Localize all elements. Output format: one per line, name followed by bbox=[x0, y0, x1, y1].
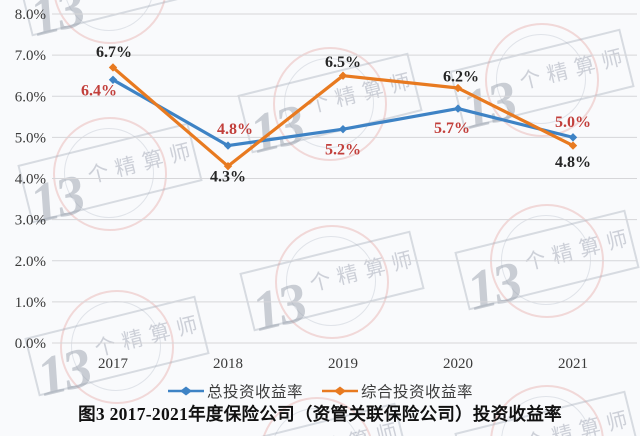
legend-marker-icon bbox=[167, 386, 204, 396]
legend-item: 综合投资收益率 bbox=[321, 380, 473, 402]
data-point-label: 4.8% bbox=[217, 121, 253, 138]
x-axis-tick-label: 2019 bbox=[328, 356, 358, 372]
y-axis-tick-label: 6.0% bbox=[15, 89, 46, 105]
data-point-label: 5.2% bbox=[325, 142, 361, 159]
data-point-marker bbox=[453, 83, 463, 93]
data-point-label: 6.5% bbox=[325, 54, 361, 71]
y-axis-tick-label: 1.0% bbox=[15, 295, 46, 311]
y-axis-tick-label: 2.0% bbox=[15, 254, 46, 270]
data-point-marker bbox=[223, 161, 233, 171]
y-axis-tick-label: 5.0% bbox=[15, 130, 46, 146]
y-axis-tick-label: 8.0% bbox=[15, 7, 46, 23]
x-axis-tick-label: 2021 bbox=[558, 356, 588, 372]
data-point-marker bbox=[568, 141, 578, 150]
x-axis-tick-label: 2018 bbox=[213, 356, 243, 372]
data-point-marker bbox=[108, 75, 118, 84]
data-point-marker bbox=[338, 124, 348, 134]
data-point-label: 6.4% bbox=[81, 82, 117, 99]
data-point-marker bbox=[338, 71, 348, 80]
data-point-marker bbox=[453, 104, 463, 113]
y-axis-tick-label: 4.0% bbox=[15, 172, 46, 188]
chart-title: 图3 2017-2021年度保险公司（资管关联保险公司）投资收益率 bbox=[78, 404, 562, 424]
y-axis-tick-label: 7.0% bbox=[15, 48, 46, 64]
x-axis-tick-label: 2017 bbox=[98, 356, 129, 372]
y-axis-tick-label: 3.0% bbox=[15, 213, 46, 229]
data-point-label: 4.3% bbox=[210, 169, 246, 186]
x-axis-tick-label: 2020 bbox=[443, 356, 473, 372]
data-point-label: 4.8% bbox=[555, 154, 591, 171]
data-point-label: 6.2% bbox=[443, 69, 479, 86]
legend-label: 综合投资收益率 bbox=[361, 384, 474, 401]
data-point-marker bbox=[108, 63, 118, 72]
data-point-marker bbox=[223, 141, 233, 150]
legend-item: 总投资收益率 bbox=[167, 380, 303, 402]
legend-label: 总投资收益率 bbox=[206, 384, 303, 401]
chart-legend: 总投资收益率 综合投资收益率 bbox=[0, 381, 640, 401]
data-point-label: 5.7% bbox=[434, 120, 470, 137]
data-point-label: 5.0% bbox=[555, 114, 591, 131]
data-point-marker bbox=[568, 133, 578, 142]
y-axis-tick-label: 0.0% bbox=[15, 336, 46, 352]
legend-marker-icon bbox=[322, 386, 358, 396]
data-point-label: 6.7% bbox=[96, 44, 132, 61]
